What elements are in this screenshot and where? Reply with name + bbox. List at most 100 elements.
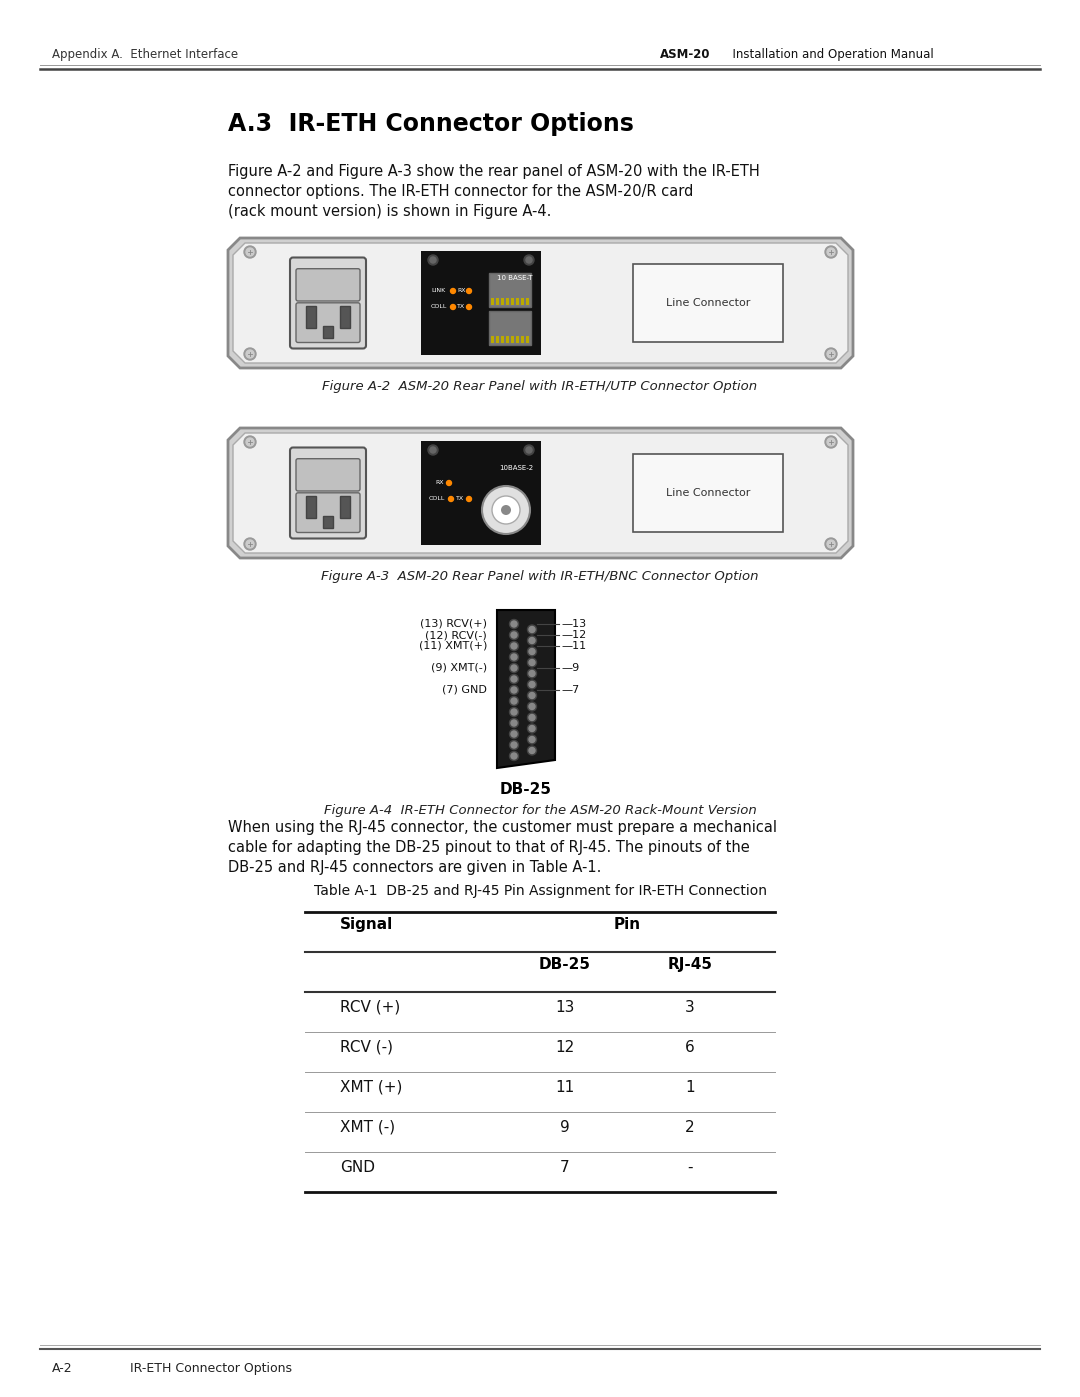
Circle shape bbox=[246, 541, 254, 548]
Circle shape bbox=[510, 707, 518, 717]
Text: Figure A-4  IR-ETH Connector for the ASM-20 Rack-Mount Version: Figure A-4 IR-ETH Connector for the ASM-… bbox=[324, 805, 756, 817]
Text: Line Connector: Line Connector bbox=[665, 298, 751, 307]
Circle shape bbox=[510, 729, 518, 739]
Circle shape bbox=[511, 710, 517, 715]
Bar bbox=[526, 337, 529, 344]
Bar bbox=[526, 298, 529, 305]
Circle shape bbox=[482, 486, 530, 534]
Circle shape bbox=[510, 619, 518, 629]
Text: (11) XMT(+): (11) XMT(+) bbox=[419, 641, 487, 651]
Bar bbox=[507, 337, 509, 344]
Circle shape bbox=[428, 446, 438, 455]
Text: Figure A-3  ASM-20 Rear Panel with IR-ETH/BNC Connector Option: Figure A-3 ASM-20 Rear Panel with IR-ETH… bbox=[321, 570, 759, 583]
Text: Appendix A.  Ethernet Interface: Appendix A. Ethernet Interface bbox=[52, 47, 238, 61]
Bar bbox=[323, 326, 333, 338]
Bar bbox=[507, 298, 509, 305]
Text: RCV (-): RCV (-) bbox=[340, 1039, 393, 1055]
Circle shape bbox=[511, 643, 517, 650]
Text: —7: —7 bbox=[561, 685, 579, 694]
Text: —13: —13 bbox=[561, 619, 586, 629]
Text: 10 BASE-T: 10 BASE-T bbox=[498, 275, 534, 281]
Bar bbox=[489, 272, 531, 307]
Text: Figure A-2  ASM-20 Rear Panel with IR-ETH/UTP Connector Option: Figure A-2 ASM-20 Rear Panel with IR-ETH… bbox=[323, 380, 757, 393]
Text: (13) RCV(+): (13) RCV(+) bbox=[420, 619, 487, 629]
Circle shape bbox=[529, 736, 535, 742]
Circle shape bbox=[510, 641, 518, 651]
Circle shape bbox=[430, 447, 436, 453]
Circle shape bbox=[510, 697, 518, 705]
Text: TX: TX bbox=[457, 305, 465, 310]
Polygon shape bbox=[228, 237, 853, 367]
Circle shape bbox=[529, 725, 535, 732]
Circle shape bbox=[527, 647, 537, 657]
Text: —9: —9 bbox=[561, 664, 579, 673]
Circle shape bbox=[529, 682, 535, 687]
Circle shape bbox=[825, 246, 837, 258]
Bar bbox=[340, 496, 350, 517]
Circle shape bbox=[524, 446, 534, 455]
Circle shape bbox=[244, 436, 256, 448]
Text: (rack mount version) is shown in Figure A-4.: (rack mount version) is shown in Figure … bbox=[228, 204, 552, 219]
Circle shape bbox=[511, 631, 517, 638]
Text: 13: 13 bbox=[555, 1000, 575, 1016]
Circle shape bbox=[527, 624, 537, 634]
Bar bbox=[306, 306, 316, 327]
Circle shape bbox=[527, 680, 537, 689]
Text: 7: 7 bbox=[561, 1160, 570, 1175]
Text: —12: —12 bbox=[561, 630, 586, 640]
Text: 12: 12 bbox=[555, 1039, 575, 1055]
Bar bbox=[491, 337, 494, 344]
Text: A.3  IR-ETH Connector Options: A.3 IR-ETH Connector Options bbox=[228, 112, 634, 136]
Text: 11: 11 bbox=[555, 1080, 575, 1095]
Text: COLL: COLL bbox=[431, 305, 447, 310]
Text: TX: TX bbox=[456, 496, 464, 502]
Circle shape bbox=[244, 246, 256, 258]
Bar bbox=[511, 298, 514, 305]
Circle shape bbox=[527, 746, 537, 754]
Text: Pin: Pin bbox=[613, 916, 642, 932]
Circle shape bbox=[529, 637, 535, 644]
Text: DB-25 and RJ-45 connectors are given in Table A-1.: DB-25 and RJ-45 connectors are given in … bbox=[228, 861, 602, 875]
Bar bbox=[633, 454, 783, 532]
Bar bbox=[516, 337, 519, 344]
Circle shape bbox=[529, 747, 535, 753]
Text: RJ-45: RJ-45 bbox=[667, 957, 713, 972]
Polygon shape bbox=[233, 433, 848, 553]
Circle shape bbox=[529, 671, 535, 676]
Circle shape bbox=[529, 648, 535, 655]
Circle shape bbox=[827, 351, 835, 358]
Circle shape bbox=[529, 693, 535, 698]
Text: (7) GND: (7) GND bbox=[442, 685, 487, 694]
Bar bbox=[516, 298, 519, 305]
Bar bbox=[306, 496, 316, 517]
Text: DB-25: DB-25 bbox=[500, 782, 552, 798]
Circle shape bbox=[825, 348, 837, 360]
Circle shape bbox=[511, 665, 517, 671]
Circle shape bbox=[467, 496, 472, 502]
Bar bbox=[496, 337, 499, 344]
Text: DB-25: DB-25 bbox=[539, 957, 591, 972]
FancyBboxPatch shape bbox=[296, 458, 360, 490]
Circle shape bbox=[446, 481, 451, 486]
Circle shape bbox=[244, 348, 256, 360]
Text: When using the RJ-45 connector, the customer must prepare a mechanical: When using the RJ-45 connector, the cust… bbox=[228, 820, 777, 835]
Circle shape bbox=[529, 714, 535, 721]
Bar bbox=[421, 251, 541, 355]
Circle shape bbox=[511, 719, 517, 726]
Circle shape bbox=[428, 256, 438, 265]
Circle shape bbox=[527, 636, 537, 645]
Text: ASM-20: ASM-20 bbox=[660, 47, 711, 61]
FancyBboxPatch shape bbox=[291, 257, 366, 348]
Text: XMT (+): XMT (+) bbox=[340, 1080, 403, 1095]
Circle shape bbox=[510, 652, 518, 662]
Text: LINK: LINK bbox=[431, 289, 445, 293]
Circle shape bbox=[527, 692, 537, 700]
Bar bbox=[421, 441, 541, 545]
Text: RX: RX bbox=[457, 289, 465, 293]
Text: 9: 9 bbox=[561, 1120, 570, 1134]
Text: 1: 1 bbox=[685, 1080, 694, 1095]
Bar bbox=[340, 306, 350, 327]
Text: 10BASE-2: 10BASE-2 bbox=[499, 465, 534, 471]
Text: 3: 3 bbox=[685, 1000, 694, 1016]
Bar bbox=[521, 298, 524, 305]
